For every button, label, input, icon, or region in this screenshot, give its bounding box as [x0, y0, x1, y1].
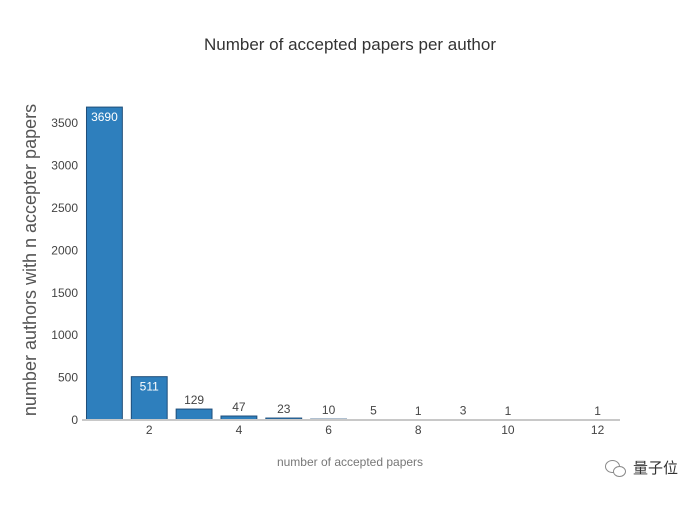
bar-value-label: 1 — [505, 404, 512, 418]
bar — [86, 107, 122, 420]
y-tick-label: 0 — [71, 413, 78, 427]
y-tick-label: 2000 — [51, 243, 78, 257]
bar-value-label: 47 — [232, 400, 246, 414]
wechat-icon — [605, 459, 627, 477]
bar-value-label: 5 — [370, 404, 377, 418]
y-axis-label: number authors with n accepter papers — [20, 104, 40, 416]
x-tick-label: 4 — [236, 423, 243, 437]
bar-value-label: 1 — [415, 404, 422, 418]
x-tick-label: 12 — [591, 423, 605, 437]
chart-title: Number of accepted papers per author — [204, 35, 496, 54]
x-tick-label: 6 — [325, 423, 332, 437]
y-tick-label: 3000 — [51, 159, 78, 173]
bar-value-label: 10 — [322, 403, 336, 417]
bar-value-label: 3 — [460, 404, 467, 418]
x-tick-label: 2 — [146, 423, 153, 437]
watermark-text: 量子位 — [633, 457, 678, 478]
bar-value-label: 511 — [140, 380, 159, 394]
bar-value-label: 23 — [277, 402, 291, 416]
x-tick-label: 10 — [501, 423, 515, 437]
bars — [86, 107, 615, 420]
y-tick-label: 1500 — [51, 286, 78, 300]
bar-labels: 3690 511 129 47 23 10 5 1 3 1 1 — [91, 110, 601, 418]
bar-value-label: 129 — [184, 393, 204, 407]
x-axis-ticks: 2 4 6 8 10 12 — [146, 423, 605, 437]
y-tick-label: 3500 — [51, 116, 78, 130]
y-tick-label: 500 — [58, 371, 78, 385]
bar — [176, 409, 212, 420]
y-axis-ticks: 0 500 1000 1500 2000 2500 3000 3500 — [51, 116, 78, 427]
y-tick-label: 2500 — [51, 201, 78, 215]
x-axis-label: number of accepted papers — [277, 455, 423, 469]
y-tick-label: 1000 — [51, 328, 78, 342]
watermark: 量子位 — [605, 457, 678, 478]
bar-value-label: 3690 — [91, 110, 118, 124]
bar-value-label: 1 — [594, 404, 601, 418]
x-tick-label: 8 — [415, 423, 422, 437]
